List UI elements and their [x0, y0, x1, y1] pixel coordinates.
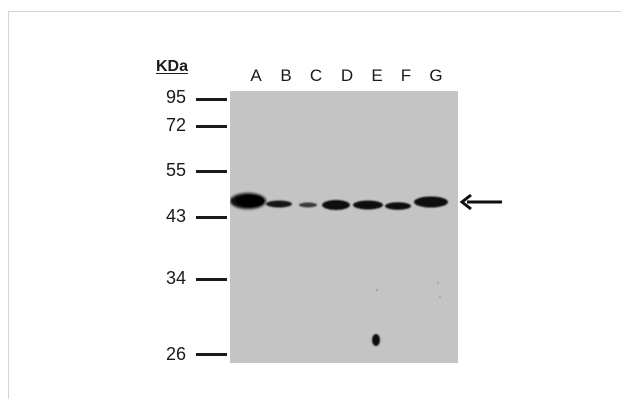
speck-2 [437, 282, 439, 284]
lane-label-f: F [400, 66, 412, 85]
western-blot-membrane [230, 91, 458, 363]
band-lane-b [266, 200, 292, 208]
marker-tick-43 [196, 216, 227, 219]
lane-label-g: G [429, 66, 443, 85]
marker-label-95: 95 [165, 87, 186, 107]
band-lane-g [414, 196, 448, 208]
band-lane-c [299, 202, 317, 208]
marker-tick-26 [196, 353, 227, 356]
band-lane-f [385, 202, 411, 210]
marker-label-43: 43 [165, 206, 186, 226]
membrane-background [230, 91, 458, 363]
band-lane-e [353, 200, 383, 210]
frame-top-border [8, 11, 621, 12]
marker-label-72: 72 [165, 115, 186, 135]
marker-label-34: 34 [165, 268, 186, 288]
speck-3 [439, 296, 441, 298]
molecular-weight-unit-label: KDa [156, 58, 189, 75]
band-lane-a-core [236, 195, 264, 207]
lane-label-e: E [371, 66, 383, 85]
artifact-spot-lane-e [372, 334, 380, 346]
marker-tick-72 [196, 125, 227, 128]
marker-tick-55 [196, 170, 227, 173]
marker-tick-34 [196, 278, 227, 281]
speck-1 [376, 289, 378, 291]
lane-label-d: D [340, 66, 354, 85]
frame-left-border [8, 11, 9, 399]
lane-label-c: C [309, 66, 323, 85]
marker-tick-95 [196, 98, 227, 101]
marker-label-55: 55 [165, 160, 186, 180]
marker-label-26: 26 [165, 344, 186, 364]
lane-label-b: B [280, 66, 292, 85]
lane-label-a: A [250, 66, 262, 85]
band-lane-d [322, 200, 350, 210]
left-arrow-icon [459, 193, 502, 211]
